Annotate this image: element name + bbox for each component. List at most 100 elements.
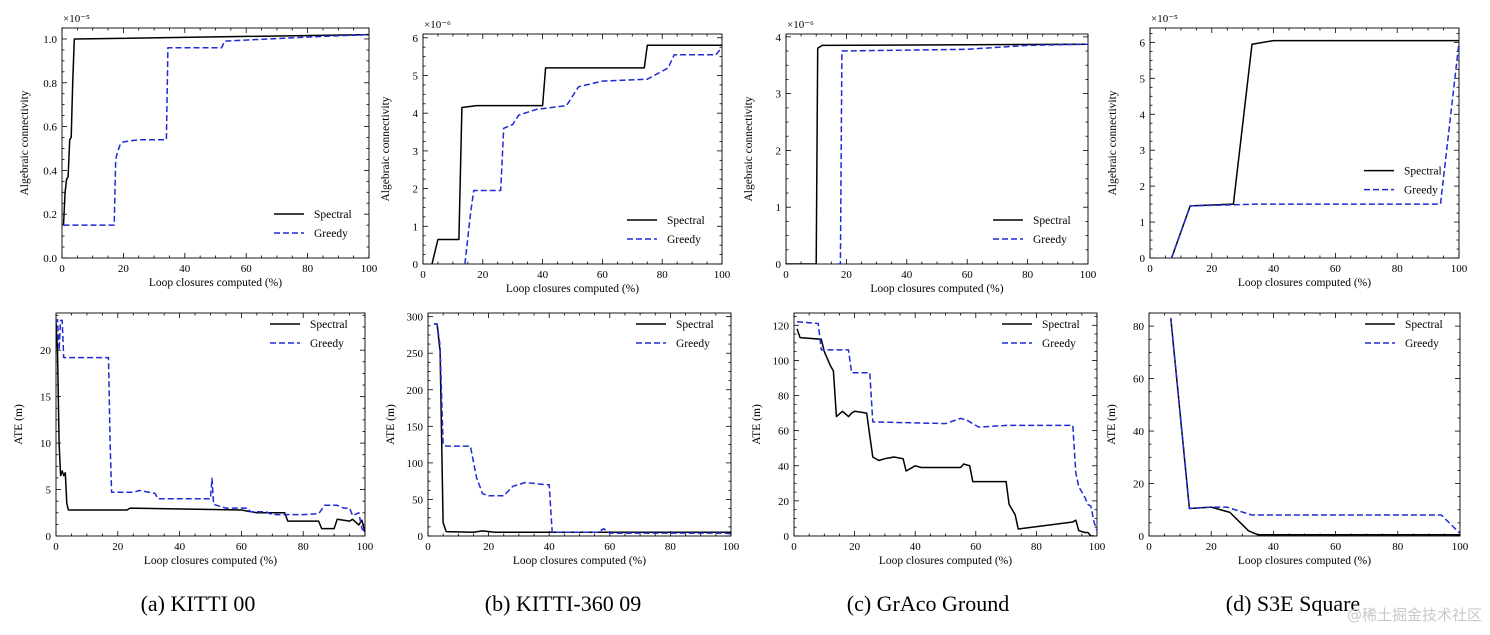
y-tick-label: 0 bbox=[1140, 253, 1146, 265]
series-line-spectral bbox=[434, 323, 731, 534]
y-tick-label: 0.8 bbox=[43, 78, 57, 90]
y-tick-label: 60 bbox=[778, 426, 790, 438]
y-tick-label: 3 bbox=[413, 146, 419, 158]
x-tick-label: 0 bbox=[420, 269, 426, 281]
axes-frame bbox=[1149, 27, 1460, 259]
x-tick-label: 60 bbox=[597, 269, 609, 281]
x-tick-label: 20 bbox=[118, 263, 130, 275]
y-exponent-label: ×10⁻⁵ bbox=[1151, 13, 1178, 25]
x-tick-label: 60 bbox=[241, 263, 253, 275]
y-tick-label: 0 bbox=[776, 259, 782, 271]
x-tick-label: 20 bbox=[841, 269, 853, 281]
y-tick-label: 10 bbox=[40, 438, 52, 450]
y-tick-label: 0 bbox=[46, 531, 52, 543]
x-tick-label: 0 bbox=[53, 541, 59, 553]
y-tick-label: 0.0 bbox=[43, 253, 57, 265]
chart-kitti360-ate: 0 20 40 60 80 100 0 50 100 150 200 250 300 Loop closu… bbox=[385, 312, 740, 567]
x-tick-label: 40 bbox=[901, 269, 913, 281]
y-tick-label: 20 bbox=[40, 345, 52, 357]
legend-label-spectral: Spectral bbox=[1404, 166, 1442, 178]
legend-label-spectral: Spectral bbox=[1033, 215, 1071, 227]
x-tick-label: 100 bbox=[714, 269, 731, 281]
caption-graco-ground: (c) GrAco Ground bbox=[846, 591, 1010, 616]
series-line-greedy bbox=[1170, 42, 1459, 258]
y-tick-label: 2 bbox=[413, 184, 419, 196]
caption-s3e-square: (d) S3E Square bbox=[1225, 591, 1361, 616]
y-axis-label: Algebraic connectivity bbox=[1107, 90, 1119, 195]
series-line-greedy bbox=[56, 318, 365, 533]
x-tick-label: 20 bbox=[477, 269, 489, 281]
y-axis-label: Algebraic connectivity bbox=[743, 96, 755, 201]
y-tick-label: 6 bbox=[413, 33, 419, 45]
x-tick-label: 0 bbox=[791, 541, 797, 553]
y-tick-label: 4 bbox=[413, 108, 419, 120]
chart-s3e-connectivity: 0 20 40 60 80 100 0 1 2 3 4 5 6 Loop closures compute… bbox=[1107, 13, 1468, 289]
x-tick-label: 20 bbox=[1206, 541, 1218, 553]
x-tick-label: 40 bbox=[910, 541, 922, 553]
series-line-spectral bbox=[431, 44, 722, 264]
y-tick-label: 5 bbox=[1140, 73, 1146, 85]
y-tick-label: 200 bbox=[407, 385, 424, 397]
y-tick-label: 0 bbox=[418, 531, 424, 543]
y-tick-label: 1 bbox=[776, 202, 782, 214]
legend-label-greedy: Greedy bbox=[310, 338, 344, 350]
watermark-text: @稀土掘金技术社区 bbox=[1346, 606, 1482, 624]
x-tick-label: 80 bbox=[1022, 269, 1034, 281]
x-tick-label: 100 bbox=[1452, 541, 1469, 553]
y-tick-label: 20 bbox=[778, 496, 790, 508]
y-tick-label: 1 bbox=[1140, 217, 1146, 229]
y-tick-label: 60 bbox=[1133, 374, 1145, 386]
chart-graco-connectivity: 0 20 40 60 80 100 0 1 2 3 4 Loop closures computed … bbox=[743, 19, 1097, 295]
series-line-spectral bbox=[1170, 39, 1459, 258]
x-tick-label: 40 bbox=[174, 541, 186, 553]
y-tick-label: 80 bbox=[1133, 321, 1145, 333]
x-tick-label: 100 bbox=[1080, 269, 1097, 281]
y-tick-label: 5 bbox=[46, 485, 52, 497]
series-line-spectral bbox=[56, 322, 365, 533]
y-tick-label: 3 bbox=[776, 89, 782, 101]
axes-frame bbox=[61, 27, 370, 259]
x-tick-label: 20 bbox=[849, 541, 861, 553]
x-tick-label: 0 bbox=[59, 263, 65, 275]
x-tick-label: 100 bbox=[1451, 263, 1468, 275]
y-tick-label: 250 bbox=[407, 348, 424, 360]
x-tick-label: 20 bbox=[112, 541, 124, 553]
y-tick-label: 2 bbox=[776, 145, 782, 157]
x-axis-label: Loop closures computed (%) bbox=[1238, 277, 1371, 289]
y-tick-label: 0.6 bbox=[43, 122, 57, 134]
legend-label-spectral: Spectral bbox=[1042, 319, 1080, 331]
chart-graco-ate: 0 20 40 60 80 100 0 20 40 60 80 100 120 Loop closures… bbox=[751, 312, 1106, 567]
y-axis-label: ATE (m) bbox=[13, 404, 25, 445]
x-tick-label: 40 bbox=[1268, 263, 1280, 275]
y-tick-label: 100 bbox=[407, 458, 424, 470]
y-tick-label: 6 bbox=[1140, 37, 1146, 49]
x-tick-label: 20 bbox=[1206, 263, 1218, 275]
chart-kitti00-ate: 0 20 40 60 80 100 0 5 10 15 20 Loop closures comput… bbox=[13, 312, 374, 567]
legend-label-greedy: Greedy bbox=[1405, 338, 1439, 350]
chart-s3e-ate: 0 20 40 60 80 100 0 20 40 60 80 Loop closures compu… bbox=[1106, 312, 1469, 567]
y-axis-label: ATE (m) bbox=[385, 404, 397, 445]
x-tick-label: 100 bbox=[723, 541, 740, 553]
x-tick-label: 60 bbox=[1330, 263, 1342, 275]
series-line-spectral bbox=[796, 328, 1094, 536]
y-tick-label: 4 bbox=[1140, 109, 1146, 121]
x-axis-label: Loop closures computed (%) bbox=[879, 555, 1012, 567]
x-tick-label: 80 bbox=[1392, 263, 1404, 275]
y-tick-label: 80 bbox=[778, 391, 790, 403]
legend-label-greedy: Greedy bbox=[1404, 185, 1438, 197]
y-tick-label: 4 bbox=[776, 32, 782, 44]
y-exponent-label: ×10⁻⁶ bbox=[424, 19, 451, 31]
series-line-spectral bbox=[62, 33, 369, 226]
x-tick-label: 20 bbox=[483, 541, 495, 553]
series-line-spectral bbox=[1170, 318, 1460, 536]
legend-label-spectral: Spectral bbox=[310, 319, 348, 331]
legend-label-spectral: Spectral bbox=[1405, 319, 1443, 331]
legend-label-spectral: Spectral bbox=[314, 209, 352, 221]
x-tick-label: 40 bbox=[537, 269, 549, 281]
series-line-greedy bbox=[1170, 318, 1460, 534]
y-tick-label: 0.4 bbox=[43, 165, 57, 177]
y-tick-label: 2 bbox=[1140, 181, 1146, 193]
series-line-greedy bbox=[837, 43, 1088, 264]
y-tick-label: 0 bbox=[413, 259, 419, 271]
